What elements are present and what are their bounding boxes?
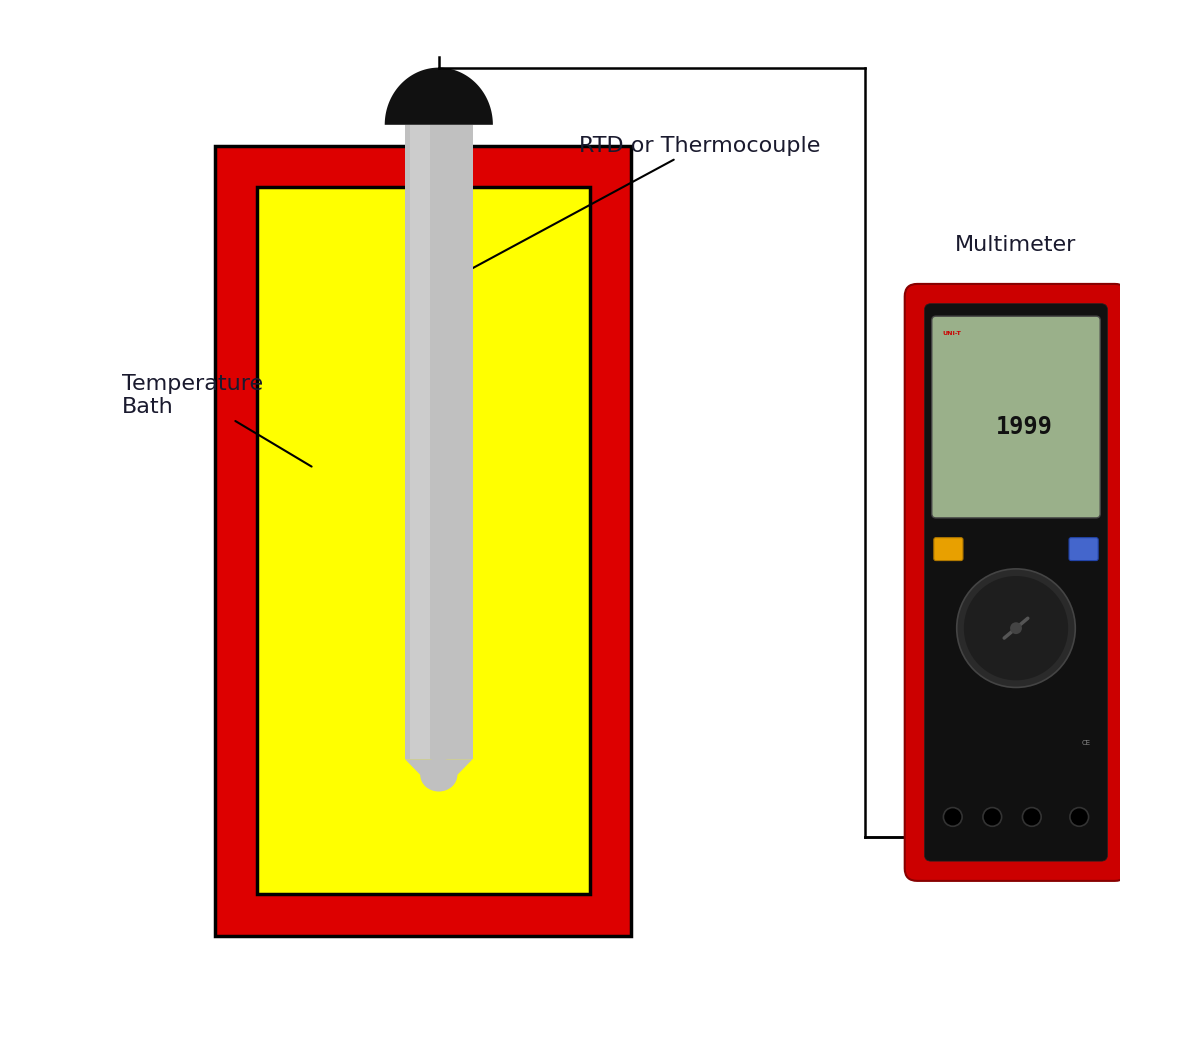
Ellipse shape <box>420 758 457 791</box>
Text: Temperature
Bath: Temperature Bath <box>121 373 312 467</box>
FancyBboxPatch shape <box>924 304 1108 861</box>
FancyBboxPatch shape <box>931 316 1100 518</box>
Bar <box>410 125 431 759</box>
Text: Multimeter: Multimeter <box>955 235 1076 255</box>
Circle shape <box>964 576 1068 680</box>
Circle shape <box>956 569 1075 687</box>
Bar <box>215 146 631 936</box>
FancyBboxPatch shape <box>905 284 1127 881</box>
Circle shape <box>1010 622 1022 634</box>
Bar <box>257 187 589 894</box>
Circle shape <box>1070 807 1088 826</box>
Circle shape <box>983 807 1002 826</box>
Polygon shape <box>406 759 473 775</box>
Text: CE: CE <box>1081 739 1091 746</box>
Polygon shape <box>385 68 493 125</box>
Text: 1999: 1999 <box>996 415 1052 439</box>
Text: UNI-T: UNI-T <box>942 331 961 336</box>
Circle shape <box>943 807 962 826</box>
Circle shape <box>1022 807 1042 826</box>
FancyBboxPatch shape <box>1069 538 1098 561</box>
FancyBboxPatch shape <box>934 538 962 561</box>
Text: RTD or Thermocouple: RTD or Thermocouple <box>451 135 821 280</box>
Bar <box>406 125 473 759</box>
